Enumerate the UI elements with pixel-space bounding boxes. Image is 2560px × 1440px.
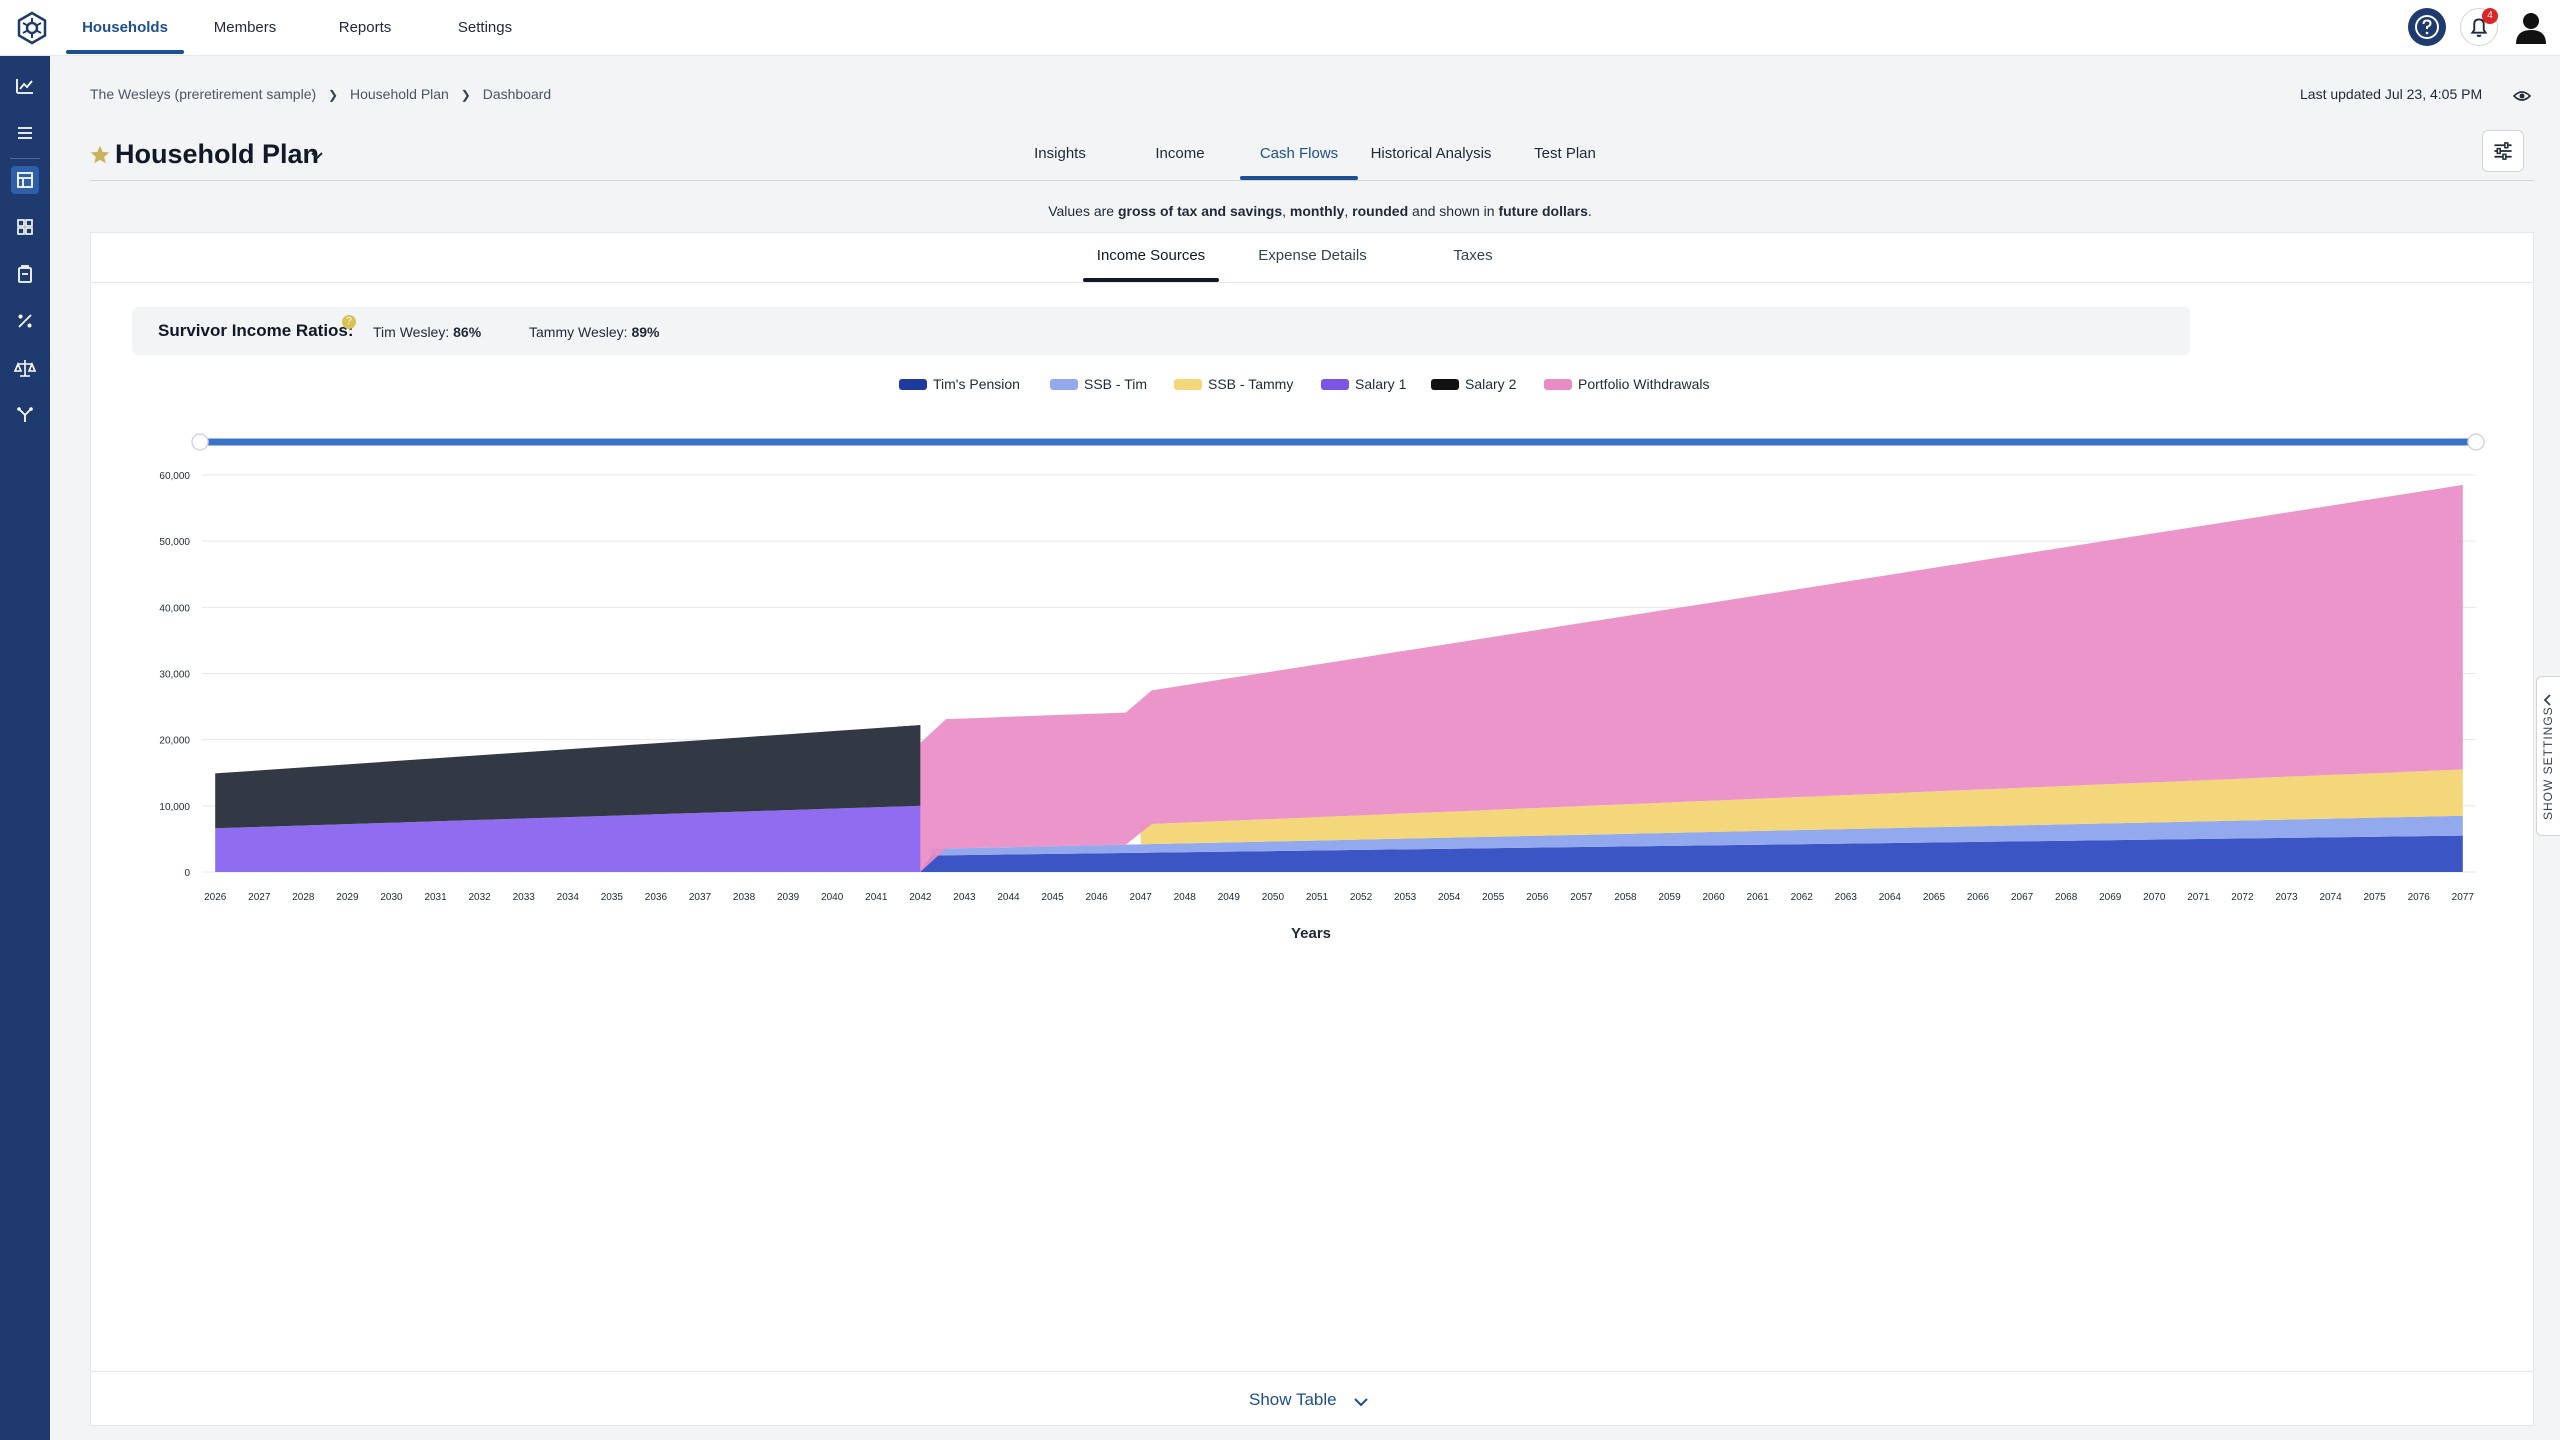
chevron-left-icon[interactable]	[2541, 693, 2555, 707]
subtab-active-indicator	[1083, 278, 1219, 282]
app-logo-icon[interactable]	[14, 10, 50, 46]
favorite-star-icon[interactable]	[89, 144, 111, 166]
subtab-expense-details[interactable]: Expense Details	[1258, 247, 1367, 264]
chevron-down-icon[interactable]	[1352, 1393, 1370, 1411]
tab-income[interactable]: Income	[1155, 145, 1205, 162]
sidebar-divider	[10, 158, 40, 159]
filter-settings-icon[interactable]	[2482, 130, 2524, 172]
ratio-tammy: Tammy Wesley: 89%	[529, 324, 660, 340]
legend-swatch	[899, 379, 927, 390]
tab-insights[interactable]: Insights	[1034, 145, 1086, 162]
show-settings-label: SHOW SETTINGS	[2541, 706, 2555, 820]
chevron-down-icon[interactable]	[308, 146, 326, 164]
percent-icon[interactable]	[11, 307, 39, 335]
topnav-members[interactable]: Members	[213, 19, 277, 36]
help-icon[interactable]	[2408, 8, 2446, 46]
eye-icon[interactable]	[2512, 86, 2532, 106]
legend-swatch	[1050, 379, 1078, 390]
legend-swatch	[1544, 379, 1572, 390]
card-footer-divider	[90, 1371, 2534, 1372]
user-avatar-icon[interactable]	[2512, 8, 2550, 46]
legend-ssb-tammy[interactable]: SSB - Tammy	[1174, 376, 1304, 392]
legend-swatch	[1321, 379, 1349, 390]
breadcrumb: The Wesleys (preretirement sample) ❯ Hou…	[90, 86, 551, 102]
breadcrumb-dashboard[interactable]: Dashboard	[482, 86, 552, 102]
topnav-reports[interactable]: Reports	[338, 19, 392, 36]
tab-cash-flows[interactable]: Cash Flows	[1259, 145, 1339, 162]
chevron-right-icon: ❯	[328, 88, 339, 102]
scale-icon[interactable]	[11, 354, 39, 382]
topnav-households[interactable]: Households	[82, 19, 168, 36]
values-note: Values are gross of tax and savings, mon…	[1048, 203, 1592, 219]
legend-swatch	[1431, 379, 1459, 390]
subtab-taxes[interactable]: Taxes	[1453, 247, 1493, 264]
survivor-ratios-panel	[132, 307, 2190, 355]
tabs-divider	[90, 180, 2534, 181]
range-slider-handle-start[interactable]	[191, 433, 209, 451]
page-title: Household Plan	[115, 139, 320, 169]
show-table-button[interactable]: Show Table	[1249, 1390, 1337, 1409]
list-icon[interactable]	[11, 119, 39, 147]
chart-line-icon[interactable]	[11, 72, 39, 100]
chart-card	[90, 232, 2534, 1426]
flow-icon[interactable]	[11, 401, 39, 429]
range-slider-handle-end[interactable]	[2467, 433, 2485, 451]
legend-salary-2[interactable]: Salary 2	[1431, 376, 1526, 392]
main-tab-active-indicator	[1240, 176, 1358, 180]
top-navigation-bar	[0, 0, 2560, 56]
legend-salary-1[interactable]: Salary 1	[1321, 376, 1416, 392]
legend-portfolio-withdrawals[interactable]: Portfolio Withdrawals	[1544, 376, 1734, 392]
clipboard-icon[interactable]	[11, 260, 39, 288]
subtab-divider	[90, 282, 2534, 283]
legend-swatch	[1174, 379, 1202, 390]
grid-icon[interactable]	[11, 213, 39, 241]
legend-ssb-tim[interactable]: SSB - Tim	[1050, 376, 1160, 392]
breadcrumb-plan[interactable]: Household Plan	[350, 86, 449, 102]
last-updated-text: Last updated Jul 23, 4:05 PM	[2300, 86, 2483, 102]
help-question-icon[interactable]: ?	[342, 315, 356, 329]
topnav-settings[interactable]: Settings	[457, 19, 513, 36]
notification-badge: 4	[2482, 8, 2498, 24]
legend-tims-pension[interactable]: Tim's Pension	[899, 376, 1049, 392]
ratio-tim: Tim Wesley: 86%	[373, 324, 482, 340]
subtab-income-sources[interactable]: Income Sources	[1096, 247, 1206, 264]
left-sidebar	[0, 56, 50, 1440]
tab-test-plan[interactable]: Test Plan	[1534, 145, 1596, 162]
chevron-right-icon: ❯	[460, 88, 471, 102]
survivor-ratios-title: Survivor Income Ratios:	[158, 321, 354, 340]
tab-historical-analysis[interactable]: Historical Analysis	[1370, 145, 1492, 162]
topnav-active-indicator	[66, 50, 184, 54]
breadcrumb-household[interactable]: The Wesleys (preretirement sample)	[90, 86, 317, 102]
table-icon[interactable]	[11, 166, 39, 194]
